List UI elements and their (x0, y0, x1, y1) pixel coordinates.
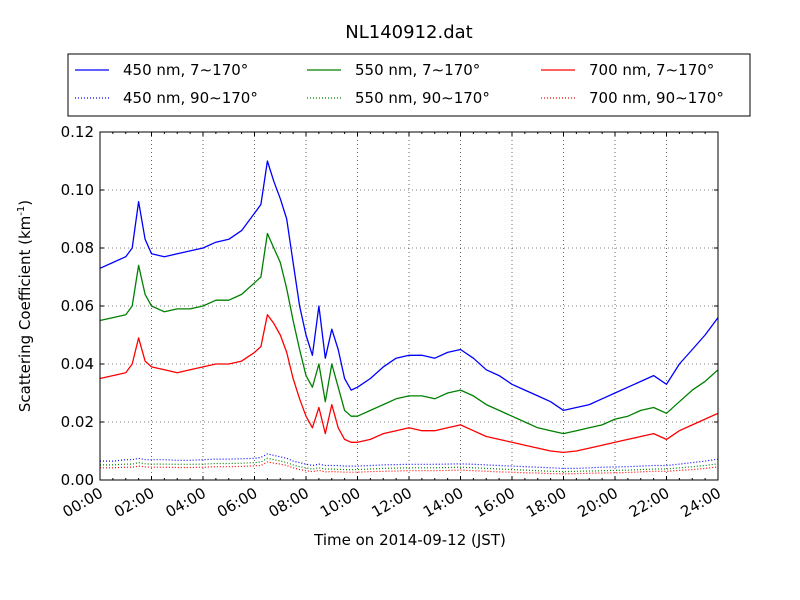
x-tick-label: 22:00 (626, 484, 672, 521)
y-tick-label: 0.12 (61, 123, 94, 141)
legend-label-2: 550 nm, 7∼170° (355, 61, 480, 79)
series-line-3 (99, 314, 719, 454)
y-axis-label-main: Scattering Coefficient (km (16, 216, 34, 412)
legend-label-6: 700 nm, 90∼170° (589, 89, 724, 107)
x-tick-label: 00:00 (60, 484, 106, 521)
y-tick-label: 0.08 (61, 239, 94, 257)
y-axis-label: Scattering Coefficient (km-1) (16, 200, 34, 412)
legend-frame (67, 53, 751, 117)
x-tick-label: 12:00 (369, 484, 415, 521)
x-tick-label: 08:00 (266, 484, 312, 521)
legend-label-4: 450 nm, 90∼170° (123, 89, 258, 107)
x-tick-label: 02:00 (111, 484, 157, 521)
x-tick-label: 16:00 (472, 484, 518, 521)
x-tick-label: 20:00 (575, 484, 621, 521)
y-tick-label: 0.10 (61, 181, 94, 199)
y-tick-label: 0.04 (61, 355, 94, 373)
series-line-4 (100, 453, 719, 469)
x-tick-label: 06:00 (214, 484, 260, 521)
chart-title: NL140912.dat (345, 22, 472, 43)
x-tick-label: 04:00 (163, 484, 209, 521)
series-line-1 (99, 160, 719, 412)
series-line-5 (100, 457, 719, 473)
x-axis-label: Time on 2014-09-12 (JST) (313, 531, 506, 549)
y-tick-label: 0.02 (61, 413, 94, 431)
y-tick-label: 0.00 (61, 471, 94, 489)
legend-label-1: 450 nm, 7∼170° (123, 61, 248, 79)
x-tick-label: 24:00 (678, 484, 724, 521)
y-axis-label-close: ) (16, 200, 34, 206)
legend-label-3: 700 nm, 7∼170° (589, 61, 714, 79)
legend-label-5: 550 nm, 90∼170° (355, 89, 490, 107)
y-axis-label-sup: -1 (16, 206, 27, 216)
plot-area (99, 131, 719, 481)
series-line-2 (99, 232, 719, 435)
legend: 450 nm, 7∼170° 550 nm, 7∼170° 700 nm, 7∼17… (67, 53, 751, 117)
x-tick-label: 10:00 (317, 484, 363, 521)
x-tick-label: 18:00 (523, 484, 569, 521)
x-tick-label: 14:00 (420, 484, 466, 521)
y-tick-label: 0.06 (61, 297, 94, 315)
